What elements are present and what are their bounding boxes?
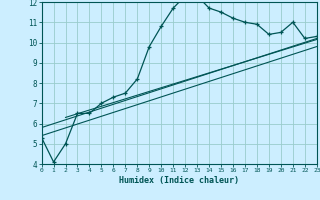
X-axis label: Humidex (Indice chaleur): Humidex (Indice chaleur) [119,176,239,185]
